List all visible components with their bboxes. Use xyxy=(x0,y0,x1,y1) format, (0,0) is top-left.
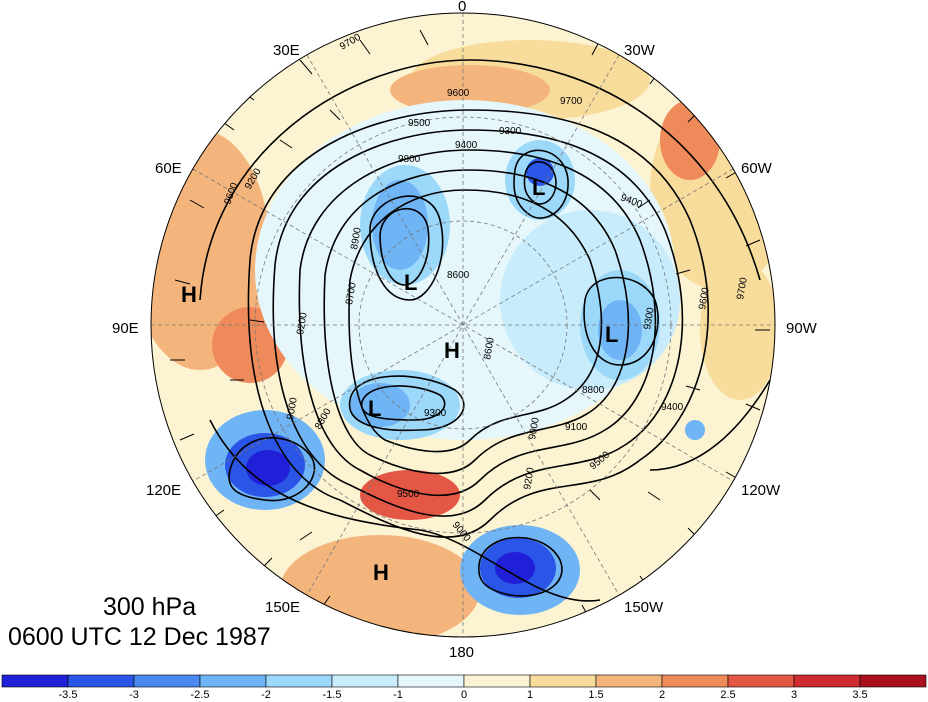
colorbar xyxy=(1,674,927,688)
colorbar-tick-label: 0 xyxy=(460,689,468,701)
colorbar-swatch xyxy=(727,674,795,688)
contour-label: 9500 xyxy=(397,489,420,500)
contour-label: 9500 xyxy=(408,118,431,129)
colorbar-tick-label: -3 xyxy=(129,689,139,701)
high-marker: H xyxy=(181,282,197,307)
contour-label: 9300 xyxy=(424,408,447,419)
contour-label: 8800 xyxy=(582,385,605,396)
contour-label: 9700 xyxy=(560,96,583,107)
colorbar-tick-label: -2 xyxy=(261,689,271,701)
graticule xyxy=(151,13,775,637)
colorbar-swatch xyxy=(397,674,465,688)
colorbar-swatch xyxy=(1,674,69,688)
colorbar-tick-label: -1.5 xyxy=(322,689,342,701)
colorbar-swatch xyxy=(463,674,531,688)
low-marker: L xyxy=(368,396,381,421)
longitude-label-120e: 120E xyxy=(146,482,182,499)
cold-anomaly-east-asia xyxy=(246,450,290,486)
contour-label: 9400 xyxy=(455,140,478,151)
pressure-markers: H L L H L L H xyxy=(181,175,618,585)
longitude-label-90w: 90W xyxy=(786,320,817,337)
pressure-level-caption: 300 hPa xyxy=(103,593,197,621)
cold-anomaly-siberia xyxy=(372,180,428,270)
colorbar-tick-label: -3.5 xyxy=(58,689,78,701)
contour-label: 9300 xyxy=(499,126,522,137)
colorbar-tick-label: 3 xyxy=(790,689,798,701)
longitude-label-0: 0 xyxy=(458,0,467,15)
anomaly-shading xyxy=(151,13,775,637)
height-contours xyxy=(199,59,771,602)
low-marker: L xyxy=(404,270,417,295)
colorbar-tick-label: 3.5 xyxy=(852,689,868,701)
colorbar-swatch xyxy=(661,674,729,688)
colorbar-tick-label: -2.5 xyxy=(190,689,210,701)
colorbar-swatch xyxy=(331,674,399,688)
longitude-label-150e: 150E xyxy=(265,599,301,616)
map-boundary xyxy=(150,12,776,638)
contour-label: 9800 xyxy=(398,154,421,165)
colorbar-swatch xyxy=(793,674,861,688)
contour-label: 9400 xyxy=(661,402,684,413)
contour-label: 9600 xyxy=(447,88,470,99)
colorbar-swatch xyxy=(529,674,597,688)
contour-label: 9000 xyxy=(285,396,300,420)
colorbar-swatch xyxy=(199,674,267,688)
colorbar-tick-label: 2 xyxy=(658,689,666,701)
longitude-label-150w: 150W xyxy=(624,599,664,616)
colorbar-swatch xyxy=(859,674,927,688)
longitude-label-90e: 90E xyxy=(112,320,139,337)
contour-label: 9700 xyxy=(735,276,750,300)
contour-label: 8700 xyxy=(344,281,359,305)
contour-label: 8600 xyxy=(482,336,497,360)
contour-label: 9300 xyxy=(642,306,657,330)
low-marker: L xyxy=(532,175,545,200)
longitude-label-60w: 60W xyxy=(741,160,772,177)
contour-label: 9100 xyxy=(565,422,588,433)
colorbar-tick-label: 1 xyxy=(526,689,534,701)
high-marker: H xyxy=(373,560,389,585)
contour-label: 9000 xyxy=(527,416,542,440)
colorbar-tick-label: 2.5 xyxy=(720,689,736,701)
colorbar-swatch xyxy=(595,674,663,688)
colorbar-swatch xyxy=(265,674,333,688)
colorbar-tick-label: 1.5 xyxy=(588,689,604,701)
contour-label: 8900 xyxy=(349,226,364,250)
contour-label: 8600 xyxy=(447,270,470,281)
longitude-label-60e: 60E xyxy=(155,160,182,177)
high-marker: H xyxy=(444,338,460,363)
low-marker: L xyxy=(605,322,618,347)
colorbar-tick-label: -1 xyxy=(393,689,403,701)
longitude-label-180: 180 xyxy=(449,644,475,661)
colorbar-swatch xyxy=(133,674,201,688)
longitude-label-30w: 30W xyxy=(624,42,655,59)
longitude-label-30e: 30E xyxy=(273,42,300,59)
contour-label: 9200 xyxy=(295,311,310,335)
datetime-caption: 0600 UTC 12 Dec 1987 xyxy=(8,623,271,651)
contour-label: 9600 xyxy=(697,286,712,310)
contour-label: 9200 xyxy=(522,466,537,490)
longitude-label-120w: 120W xyxy=(741,482,781,499)
colorbar-swatch xyxy=(67,674,135,688)
cold-anomaly-pacific xyxy=(495,552,535,584)
